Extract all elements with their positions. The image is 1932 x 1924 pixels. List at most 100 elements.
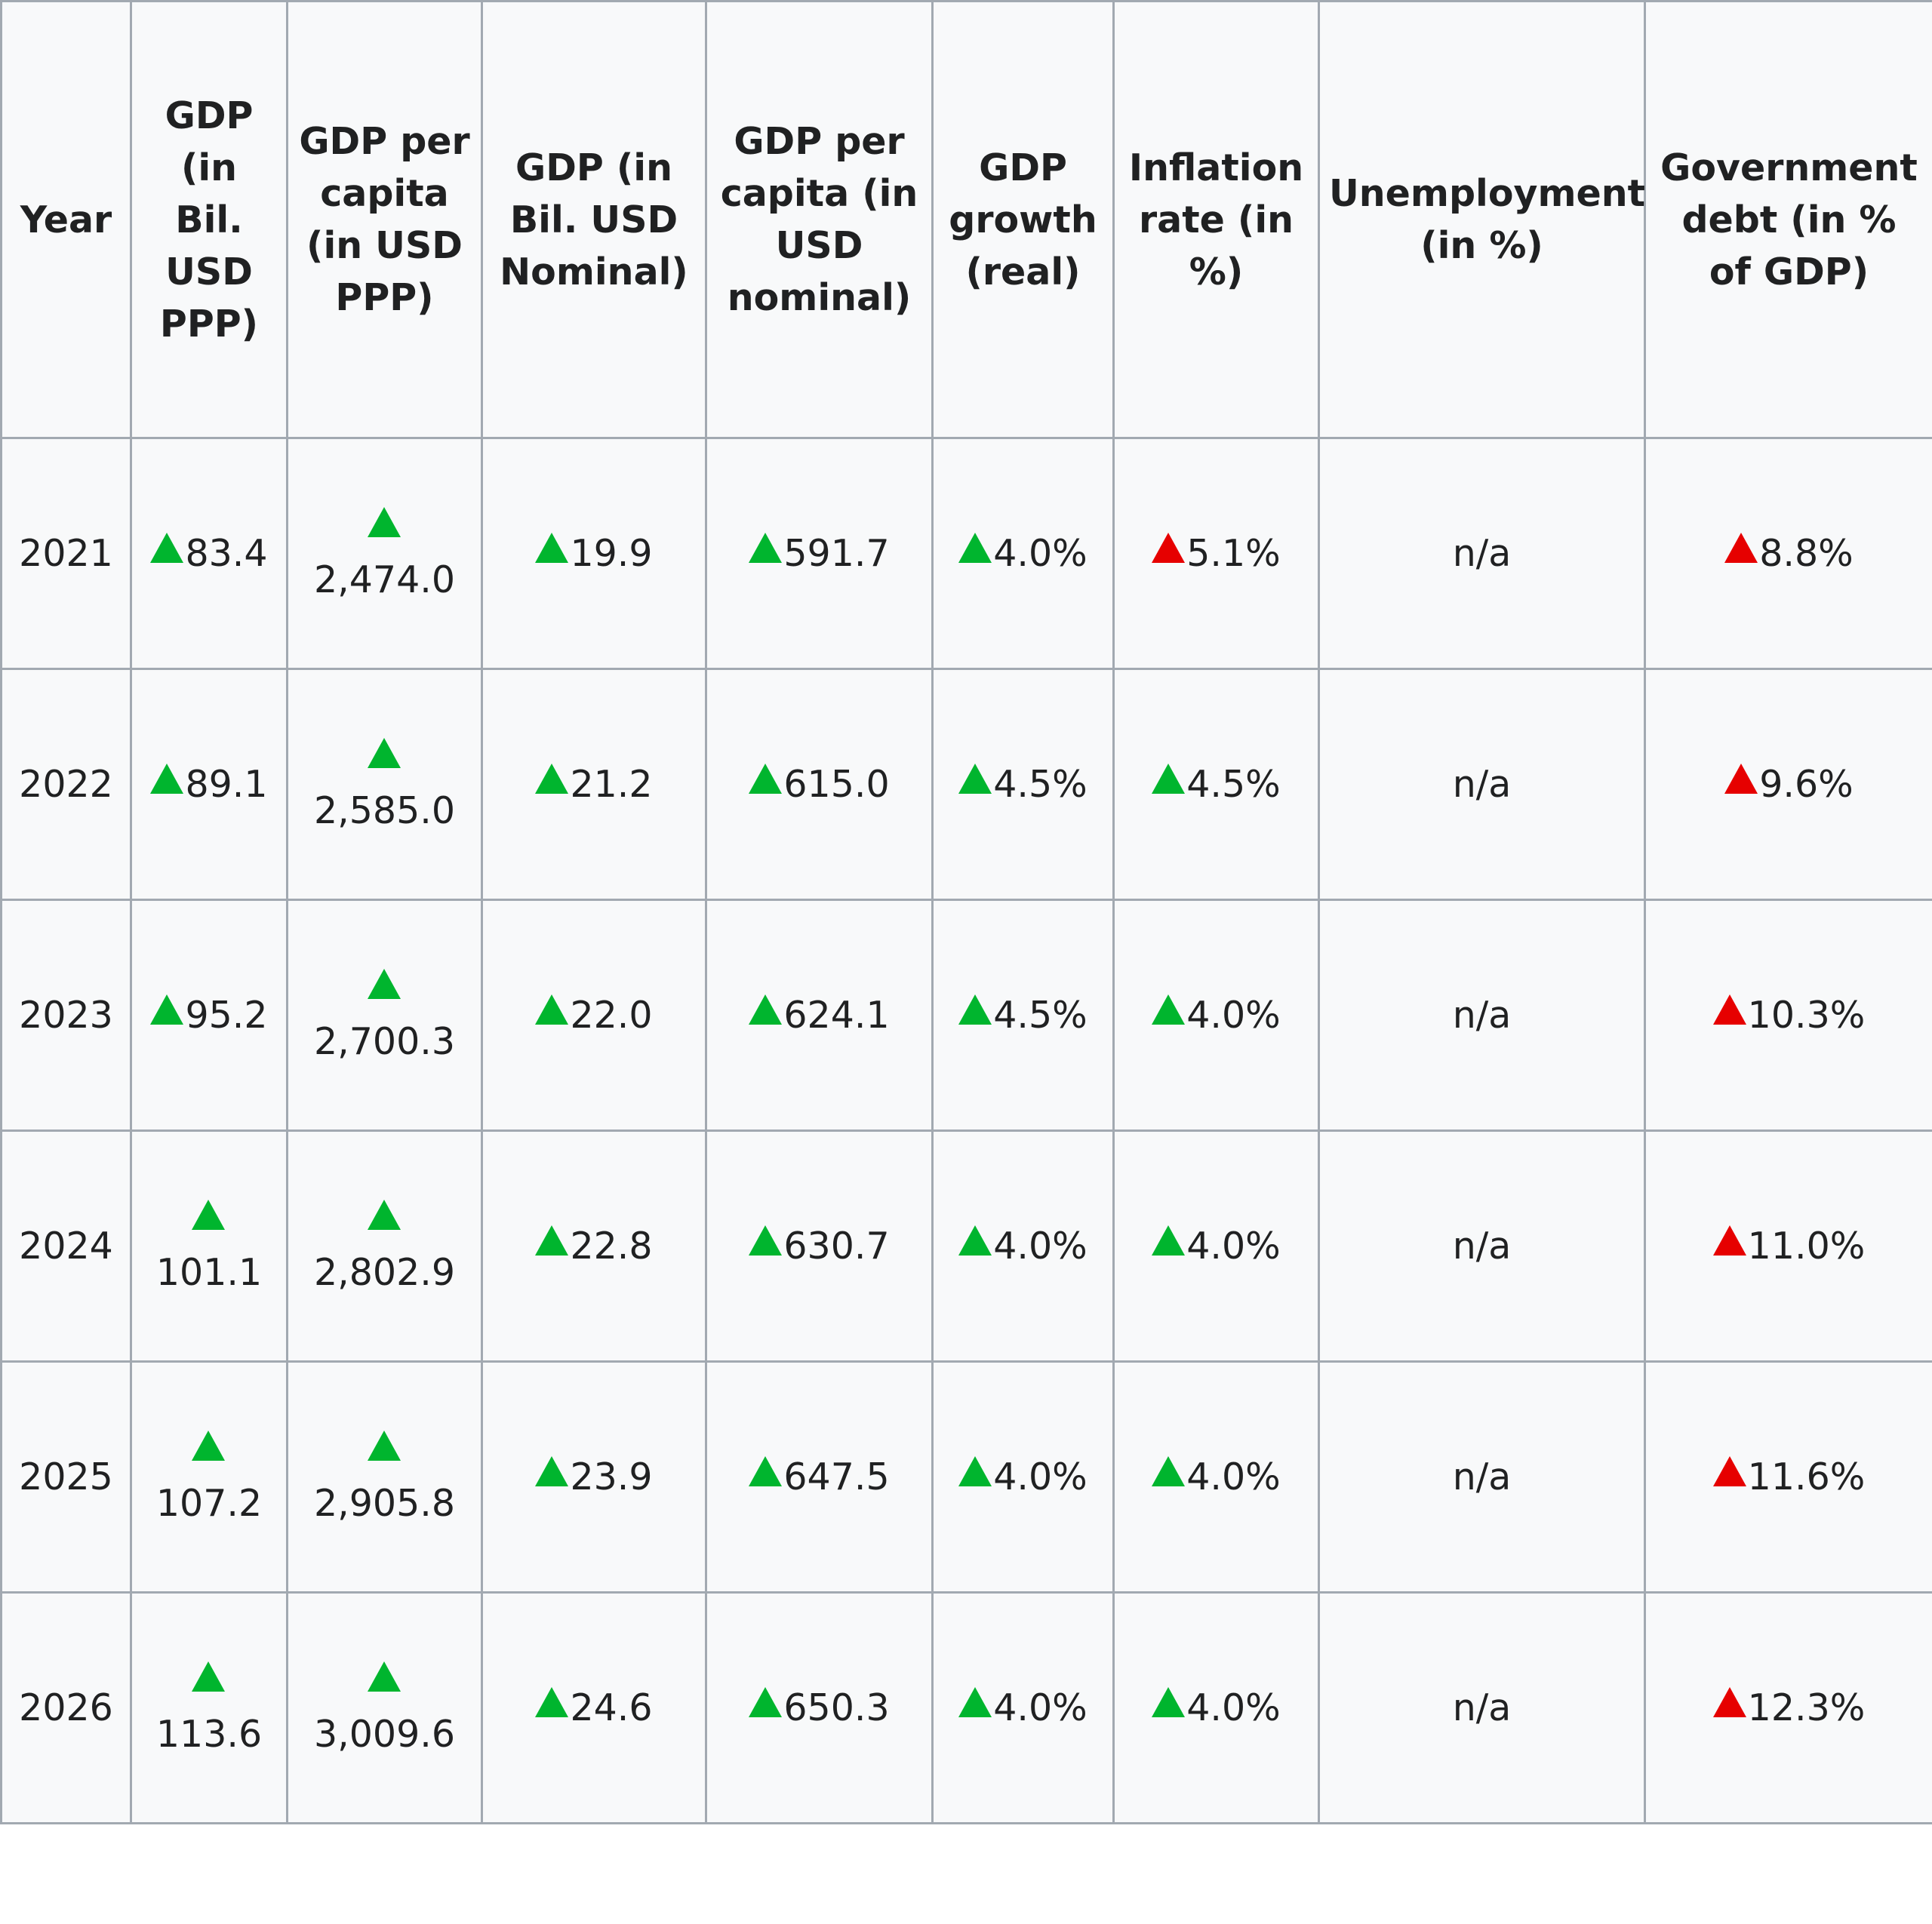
cell-value: 23.9: [570, 1455, 653, 1498]
value-cell: 4.5%: [931, 668, 1115, 901]
cell-value: 2,585.0: [313, 788, 456, 832]
cell-value: 4.5%: [1186, 763, 1281, 806]
value-cell: 113.6: [130, 1591, 288, 1824]
table-row: 2021 83.4 2,474.0 19.9 591.7 4.0% 5.1% n/a 8.8%: [0, 437, 1932, 670]
cell-value: 10.3%: [1747, 994, 1866, 1037]
value-cell: 10.3%: [1644, 899, 1932, 1132]
value-cell: 4.5%: [931, 899, 1115, 1132]
increase-positive-icon: [1152, 1456, 1186, 1486]
cell-value: 101.1: [155, 1250, 263, 1294]
increase-positive-icon: [150, 994, 184, 1025]
cell-value: 2,474.0: [313, 558, 456, 601]
value-cell: n/a: [1318, 1591, 1646, 1824]
cell-value: 12.3%: [1747, 1686, 1866, 1729]
increase-negative-icon: [1712, 1225, 1746, 1256]
year-cell: 2026: [0, 1591, 132, 1824]
cell-value: 650.3: [783, 1686, 890, 1729]
value-cell: 4.0%: [931, 1130, 1115, 1363]
increase-negative-icon: [1712, 1456, 1746, 1486]
cell-value: 8.8%: [1759, 532, 1854, 575]
cell-value: 95.2: [185, 994, 268, 1037]
value-cell: 4.0%: [931, 437, 1115, 670]
cell-value: 4.0%: [1186, 1686, 1281, 1729]
increase-positive-icon: [749, 1225, 783, 1256]
value-cell: 19.9: [481, 437, 707, 670]
value-cell: 650.3: [705, 1591, 934, 1824]
value-cell: 3,009.6: [286, 1591, 483, 1824]
increase-positive-icon: [958, 994, 992, 1025]
value-cell: n/a: [1318, 1360, 1646, 1594]
cell-value: 615.0: [783, 763, 890, 806]
cell-value: 647.5: [783, 1455, 890, 1498]
increase-positive-icon: [367, 1430, 401, 1461]
column-header: GDP (in Bil. USD Nominal): [481, 0, 707, 439]
value-cell: 4.5%: [1112, 668, 1320, 901]
column-header: GDP (in Bil. USD PPP): [130, 0, 288, 439]
value-cell: n/a: [1318, 1130, 1646, 1363]
economic-indicators-table: Year GDP (in Bil. USD PPP) GDP per capita …: [0, 0, 1932, 1824]
column-header: GDP per capita (in USD nominal): [705, 0, 934, 439]
column-header: Unemployment (in %): [1318, 0, 1646, 439]
value-cell: 8.8%: [1644, 437, 1932, 670]
value-cell: 22.8: [481, 1130, 707, 1363]
cell-value: 19.9: [570, 532, 653, 575]
increase-positive-icon: [535, 1687, 569, 1717]
value-cell: 83.4: [130, 437, 288, 670]
cell-value: 2,802.9: [313, 1250, 456, 1294]
year-cell: 2025: [0, 1360, 132, 1594]
cell-value: n/a: [1452, 763, 1512, 806]
cell-value: 107.2: [155, 1481, 263, 1525]
year-cell: 2024: [0, 1130, 132, 1363]
value-cell: 23.9: [481, 1360, 707, 1594]
cell-value: 22.8: [570, 1225, 653, 1268]
column-header: Year: [0, 0, 132, 439]
cell-value: 624.1: [783, 994, 890, 1037]
increase-positive-icon: [150, 533, 184, 563]
value-cell: 2,802.9: [286, 1130, 483, 1363]
cell-value: 4.0%: [993, 1455, 1088, 1498]
increase-positive-icon: [367, 1199, 401, 1230]
cell-value: 11.0%: [1747, 1225, 1866, 1268]
cell-value: 83.4: [185, 532, 268, 575]
value-cell: 4.0%: [1112, 899, 1320, 1132]
increase-positive-icon: [192, 1430, 225, 1461]
increase-negative-icon: [1724, 533, 1758, 563]
increase-positive-icon: [958, 1687, 992, 1717]
increase-positive-icon: [535, 533, 569, 563]
table-row: 2024 101.1 2,802.9 22.8 630.7 4.0% 4.0% n/a 11.0…: [0, 1130, 1932, 1363]
value-cell: 591.7: [705, 437, 934, 670]
value-cell: 4.0%: [931, 1591, 1115, 1824]
increase-positive-icon: [1152, 994, 1186, 1025]
increase-positive-icon: [958, 1225, 992, 1256]
header-row: Year GDP (in Bil. USD PPP) GDP per capita …: [0, 0, 1932, 439]
increase-positive-icon: [749, 1456, 783, 1486]
value-cell: 9.6%: [1644, 668, 1932, 901]
cell-value: 113.6: [155, 1712, 263, 1756]
table-body: 2021 83.4 2,474.0 19.9 591.7 4.0% 5.1% n/a 8.8% 2…: [0, 437, 1932, 1824]
cell-value: 2,905.8: [313, 1481, 456, 1525]
increase-positive-icon: [367, 968, 401, 999]
cell-value: 11.6%: [1747, 1455, 1866, 1498]
increase-positive-icon: [958, 764, 992, 794]
increase-positive-icon: [749, 764, 783, 794]
cell-value: 591.7: [783, 532, 890, 575]
value-cell: 12.3%: [1644, 1591, 1932, 1824]
increase-positive-icon: [1152, 1687, 1186, 1717]
cell-value: n/a: [1452, 1225, 1512, 1268]
cell-value: 22.0: [570, 994, 653, 1037]
increase-positive-icon: [749, 1687, 783, 1717]
value-cell: 11.6%: [1644, 1360, 1932, 1594]
increase-negative-icon: [1712, 1687, 1746, 1717]
value-cell: 2,585.0: [286, 668, 483, 901]
increase-positive-icon: [535, 1456, 569, 1486]
cell-value: 4.0%: [993, 1686, 1088, 1729]
value-cell: 89.1: [130, 668, 288, 901]
increase-negative-icon: [1152, 533, 1186, 563]
value-cell: 11.0%: [1644, 1130, 1932, 1363]
cell-value: 21.2: [570, 763, 653, 806]
increase-positive-icon: [367, 737, 401, 768]
value-cell: 2,700.3: [286, 899, 483, 1132]
increase-positive-icon: [192, 1199, 225, 1230]
column-header: Government debt (in % of GDP): [1644, 0, 1932, 439]
cell-value: 89.1: [185, 763, 268, 806]
